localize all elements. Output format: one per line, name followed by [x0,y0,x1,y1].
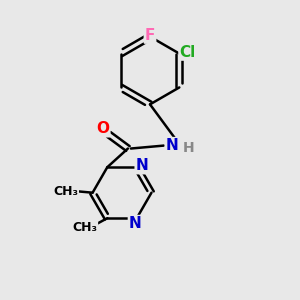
Text: F: F [145,28,155,43]
Text: N: N [166,138,178,153]
Text: N: N [136,158,148,173]
Text: O: O [96,121,110,136]
Text: CH₃: CH₃ [53,185,78,198]
Text: CH₃: CH₃ [72,221,97,234]
Text: Cl: Cl [179,45,196,60]
Text: H: H [182,141,194,155]
Text: N: N [129,216,142,231]
